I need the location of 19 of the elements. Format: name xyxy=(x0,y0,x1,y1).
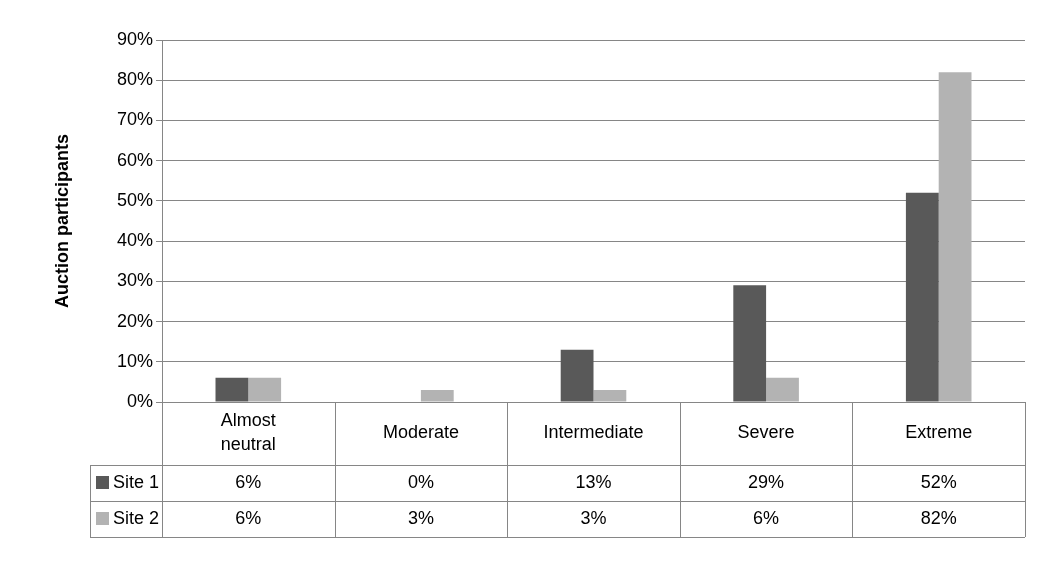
bar xyxy=(905,192,939,402)
y-tick-label: 20% xyxy=(116,310,153,331)
y-tick-label: 10% xyxy=(116,350,153,371)
bar xyxy=(420,389,454,402)
y-tick-label: 40% xyxy=(116,230,153,251)
bar xyxy=(593,389,627,402)
bar xyxy=(215,377,249,402)
bar xyxy=(560,349,594,402)
y-tick-label: 30% xyxy=(116,270,153,291)
bar xyxy=(733,285,767,402)
y-tick-label: 60% xyxy=(116,149,153,170)
bar xyxy=(938,72,972,402)
y-axis-title: Auction participants xyxy=(51,133,72,309)
bar xyxy=(766,377,799,402)
bar xyxy=(248,377,282,402)
y-tick-label: 80% xyxy=(116,69,153,90)
y-tick-label: 70% xyxy=(116,109,153,130)
y-tick-label: 50% xyxy=(116,189,153,210)
y-tick-label: 90% xyxy=(116,28,153,49)
